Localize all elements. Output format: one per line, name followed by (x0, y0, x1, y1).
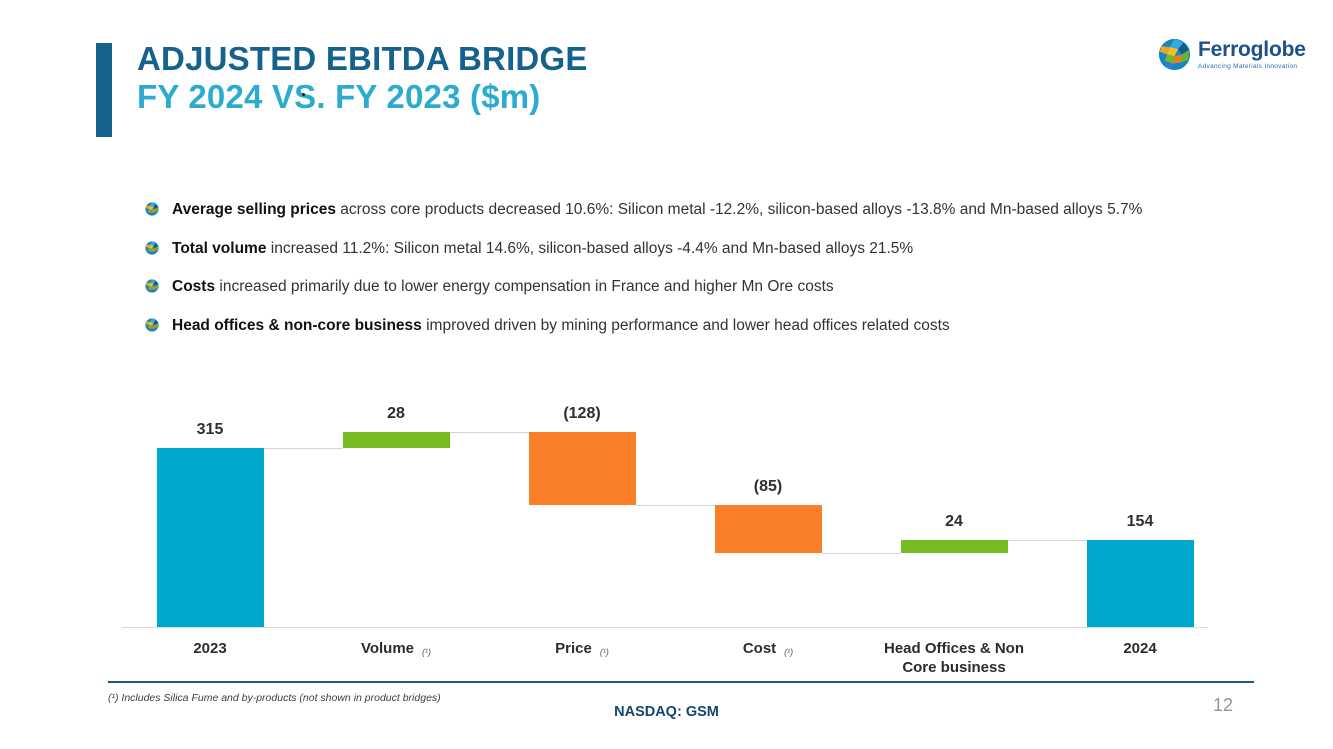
waterfall-bar-volume (342, 432, 450, 449)
bullet-text: Average selling prices across core produ… (172, 201, 1143, 218)
bar-value-label-cost: (85) (753, 477, 783, 495)
page-number: 12 (1212, 695, 1234, 715)
globe-bullet-icon (145, 202, 159, 216)
footnote-marker: (¹) (422, 647, 432, 657)
ferroglobe-logo: Ferroglobe Advancing Materials Innovatio… (1158, 38, 1306, 71)
bullet-item: Total volume increased 11.2%: Silicon me… (145, 239, 1315, 278)
page-title: ADJUSTED EBITDA BRIDGE FY 2024 VS. FY 20… (137, 40, 588, 116)
bar-value-label-volume: 28 (387, 405, 405, 423)
logo-wordmark: Ferroglobe (1198, 38, 1306, 61)
connector-line (263, 448, 343, 450)
category-label-price: Price (¹) (555, 640, 609, 657)
category-label-head-offices-non-core-business: Head Offices & Non Core business (883, 640, 1025, 676)
category-label-cost: Cost (¹) (742, 640, 794, 657)
bullet-list: Average selling prices across core produ… (145, 200, 1315, 354)
category-label-2024: 2024 (1123, 640, 1157, 657)
bar-value-label-2024: 154 (1126, 512, 1154, 530)
waterfall-bar-2024 (1086, 539, 1194, 627)
bar-value-label-head-offices-non-core-business: 24 (945, 512, 963, 530)
stray-dot-artifact (302, 93, 305, 96)
footnote-marker: (¹) (784, 647, 794, 657)
ticker-label: NASDAQ: GSM (614, 704, 719, 720)
title-accent-bar (96, 43, 112, 137)
bar-value-label-price: (128) (563, 405, 601, 423)
x-axis-line (122, 627, 1208, 628)
bullet-text: Head offices & non-core business improve… (172, 316, 950, 334)
bullet-item: Head offices & non-core business improve… (145, 316, 1315, 355)
category-label-volume: Volume (¹) (360, 640, 432, 657)
bar-value-label-2023: 315 (196, 421, 224, 439)
waterfall-chart: 315 2023 28 Volume (¹) (128) Price (¹) (85) Cost(… (115, 392, 1215, 676)
bullet-text: Total volume increased 11.2%: Silicon me… (172, 239, 914, 257)
footnote-marker: (¹) (599, 647, 609, 657)
globe-bullet-icon (145, 240, 159, 255)
page-title-line2: FY 2024 VS. FY 2023 ($m) (137, 78, 541, 115)
connector-line (635, 504, 715, 506)
connector-line (1007, 539, 1087, 541)
connector-line (449, 432, 529, 434)
waterfall-bar-cost (714, 504, 822, 554)
bullet-item: Costs increased primarily due to lower e… (145, 277, 1315, 316)
ferroglobe-globe-icon (1158, 38, 1191, 71)
category-label-2023: 2023 (193, 640, 227, 657)
bullet-text: Costs increased primarily due to lower e… (172, 278, 834, 295)
page-title-line1: ADJUSTED EBITDA BRIDGE (137, 40, 588, 77)
footer-divider (108, 681, 1254, 683)
waterfall-bar-head-offices-non-core-business (900, 539, 1008, 554)
waterfall-bar-price (528, 432, 636, 505)
globe-bullet-icon (145, 317, 159, 332)
logo-tagline: Advancing Materials Innovation (1198, 63, 1298, 70)
footnote: (¹) Includes Silica Fume and by-products… (108, 692, 441, 704)
globe-bullet-icon (145, 279, 159, 293)
bullet-item: Average selling prices across core produ… (145, 200, 1315, 239)
waterfall-bar-2023 (156, 448, 264, 627)
connector-line (821, 553, 901, 555)
